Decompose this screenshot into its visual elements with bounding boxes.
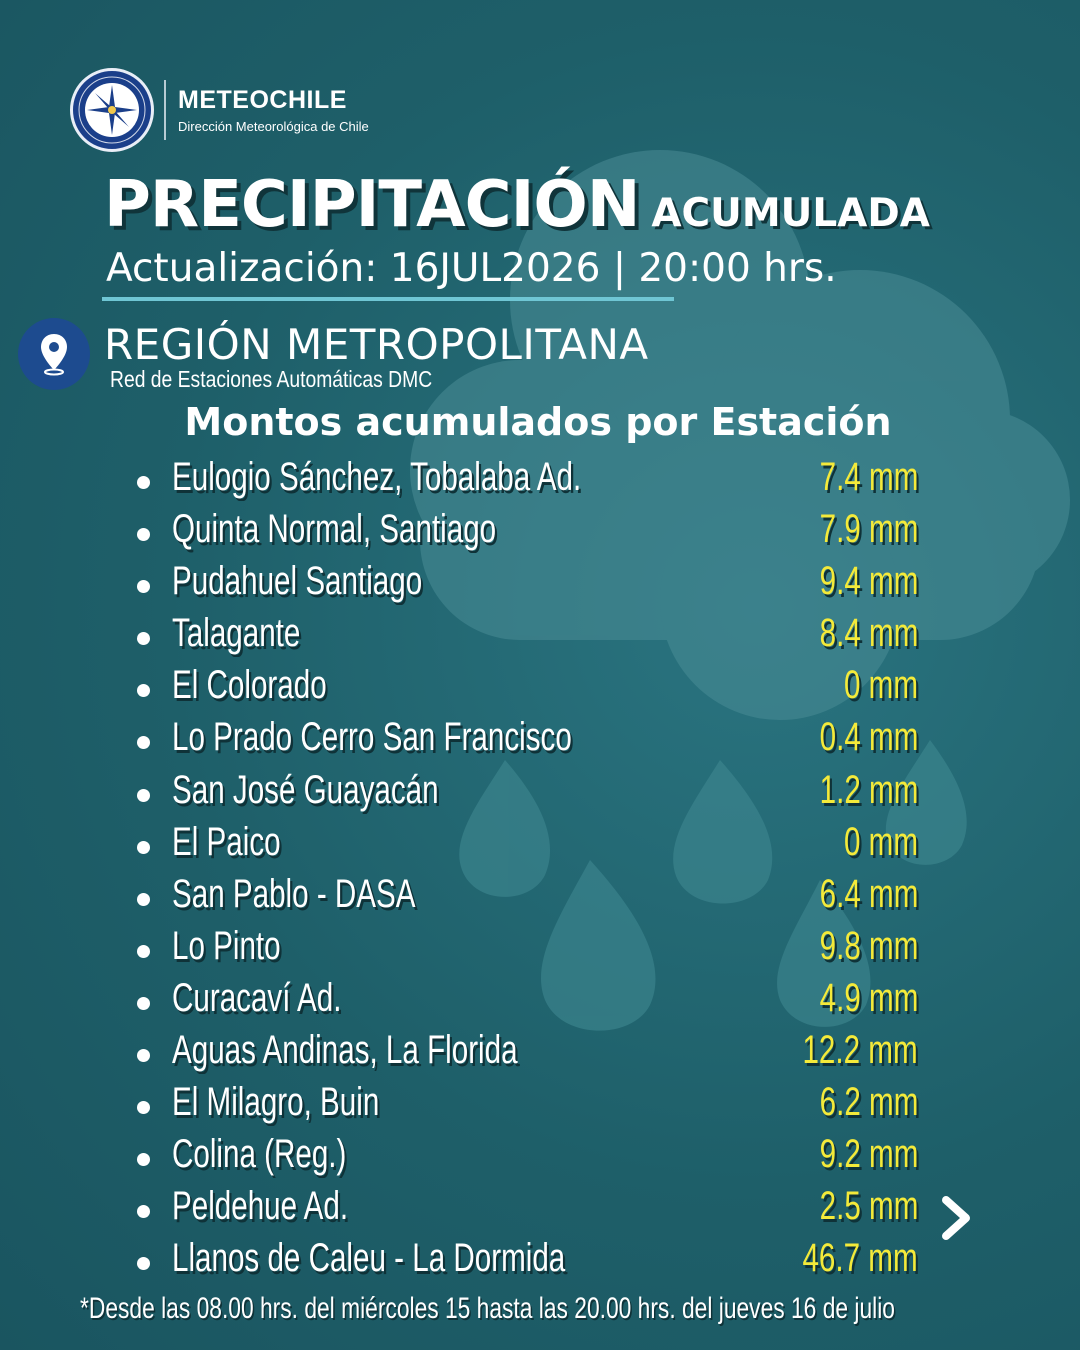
update-underline (102, 297, 674, 301)
station-value: 12.2 mm (802, 1028, 918, 1073)
section-heading: Montos acumulados por Estación (184, 400, 892, 444)
region-name: REGIÓN METROPOLITANA (104, 320, 649, 369)
station-row: El Milagro, Buin 6.2 mm (130, 1080, 930, 1132)
station-value: 9.2 mm (819, 1132, 918, 1177)
station-name: Lo Pinto (172, 923, 281, 968)
station-row: Curacaví Ad. 4.9 mm (130, 976, 930, 1028)
station-row: El Colorado 0 mm (130, 663, 930, 715)
station-row: Colina (Reg.) 9.2 mm (130, 1132, 930, 1184)
station-value: 9.4 mm (819, 559, 918, 604)
bullet-icon (137, 632, 150, 646)
bullet-icon (137, 788, 150, 802)
station-name: Llanos de Caleu - La Dormida (172, 1236, 566, 1281)
station-name: San José Guayacán (172, 767, 439, 812)
chevron-right-icon[interactable] (938, 1194, 974, 1242)
bullet-icon (137, 736, 150, 750)
bullet-icon (137, 1205, 150, 1219)
station-row: El Paico 0 mm (130, 820, 930, 872)
station-row: Talagante 8.4 mm (130, 611, 930, 663)
station-name: Curacaví Ad. (172, 975, 342, 1020)
station-value: 6.4 mm (819, 871, 918, 916)
brand-name: METEOCHILE (178, 86, 347, 114)
network-name: Red de Estaciones Automáticas DMC (110, 366, 433, 392)
station-name: Talagante (172, 611, 301, 656)
bullet-icon (137, 580, 150, 594)
station-name: El Milagro, Buin (172, 1080, 380, 1125)
station-value: 6.2 mm (819, 1080, 918, 1125)
brand-subtitle: Dirección Meteorológica de Chile (178, 119, 369, 134)
update-time: Actualización: 16JUL2026 | 20:00 hrs. (106, 246, 837, 291)
station-row: Pudahuel Santiago 9.4 mm (130, 559, 930, 611)
station-name: San Pablo - DASA (172, 871, 416, 916)
station-value: 46.7 mm (802, 1236, 918, 1281)
bullet-icon (137, 1049, 150, 1063)
station-name: Lo Prado Cerro San Francisco (172, 715, 572, 760)
bullet-icon (137, 1153, 150, 1167)
station-name: Pudahuel Santiago (172, 559, 423, 604)
station-value: 4.9 mm (819, 975, 918, 1020)
bullet-icon (137, 684, 150, 698)
station-value: 7.4 mm (819, 455, 918, 499)
bullet-icon (137, 892, 150, 906)
station-row: Lo Prado Cerro San Francisco 0.4 mm (130, 715, 930, 767)
station-row: Lo Pinto 9.8 mm (130, 924, 930, 976)
station-name: El Colorado (172, 663, 327, 708)
location-pin-icon (18, 318, 90, 390)
bullet-icon (137, 1257, 150, 1271)
station-row: San Pablo - DASA 6.4 mm (130, 872, 930, 924)
footnote: *Desde las 08.00 hrs. del miércoles 15 h… (80, 1292, 895, 1325)
logo: METEOCHILE Dirección Meteorológica de Ch… (70, 68, 369, 152)
station-name: Peldehue Ad. (172, 1184, 349, 1229)
station-name: Quinta Normal, Santiago (172, 507, 497, 552)
station-value: 0 mm (844, 819, 918, 864)
station-value: 9.8 mm (819, 923, 918, 968)
station-value: 7.9 mm (819, 507, 918, 552)
title-main: PRECIPITACIÓN (104, 168, 640, 242)
station-row: San José Guayacán 1.2 mm (130, 768, 930, 820)
bullet-icon (137, 944, 150, 958)
page-title: PRECIPITACIÓN ACUMULADA (104, 168, 930, 242)
station-row: Eulogio Sánchez, Tobalaba Ad. 7.4 mm (130, 455, 930, 507)
station-row: Quinta Normal, Santiago 7.9 mm (130, 507, 930, 559)
bullet-icon (137, 1101, 150, 1115)
station-row: Llanos de Caleu - La Dormida 46.7 mm (130, 1236, 930, 1288)
bullet-icon (137, 996, 150, 1010)
station-name: Aguas Andinas, La Florida (172, 1028, 518, 1073)
station-value: 0.4 mm (819, 715, 918, 760)
station-list: Eulogio Sánchez, Tobalaba Ad. 7.4 mm Quint… (130, 455, 930, 1289)
station-value: 8.4 mm (819, 611, 918, 656)
meteochile-seal-icon (70, 68, 154, 152)
bullet-icon (137, 840, 150, 854)
station-name: El Paico (172, 819, 281, 864)
station-name: Eulogio Sánchez, Tobalaba Ad. (172, 455, 582, 499)
station-row: Aguas Andinas, La Florida 12.2 mm (130, 1028, 930, 1080)
station-row: Peldehue Ad. 2.5 mm (130, 1184, 930, 1236)
station-value: 1.2 mm (819, 767, 918, 812)
station-value: 0 mm (844, 663, 918, 708)
title-sub: ACUMULADA (651, 191, 930, 236)
station-name: Colina (Reg.) (172, 1132, 347, 1177)
bullet-icon (137, 476, 150, 489)
bullet-icon (137, 528, 150, 542)
station-value: 2.5 mm (819, 1184, 918, 1229)
logo-divider (164, 80, 166, 140)
